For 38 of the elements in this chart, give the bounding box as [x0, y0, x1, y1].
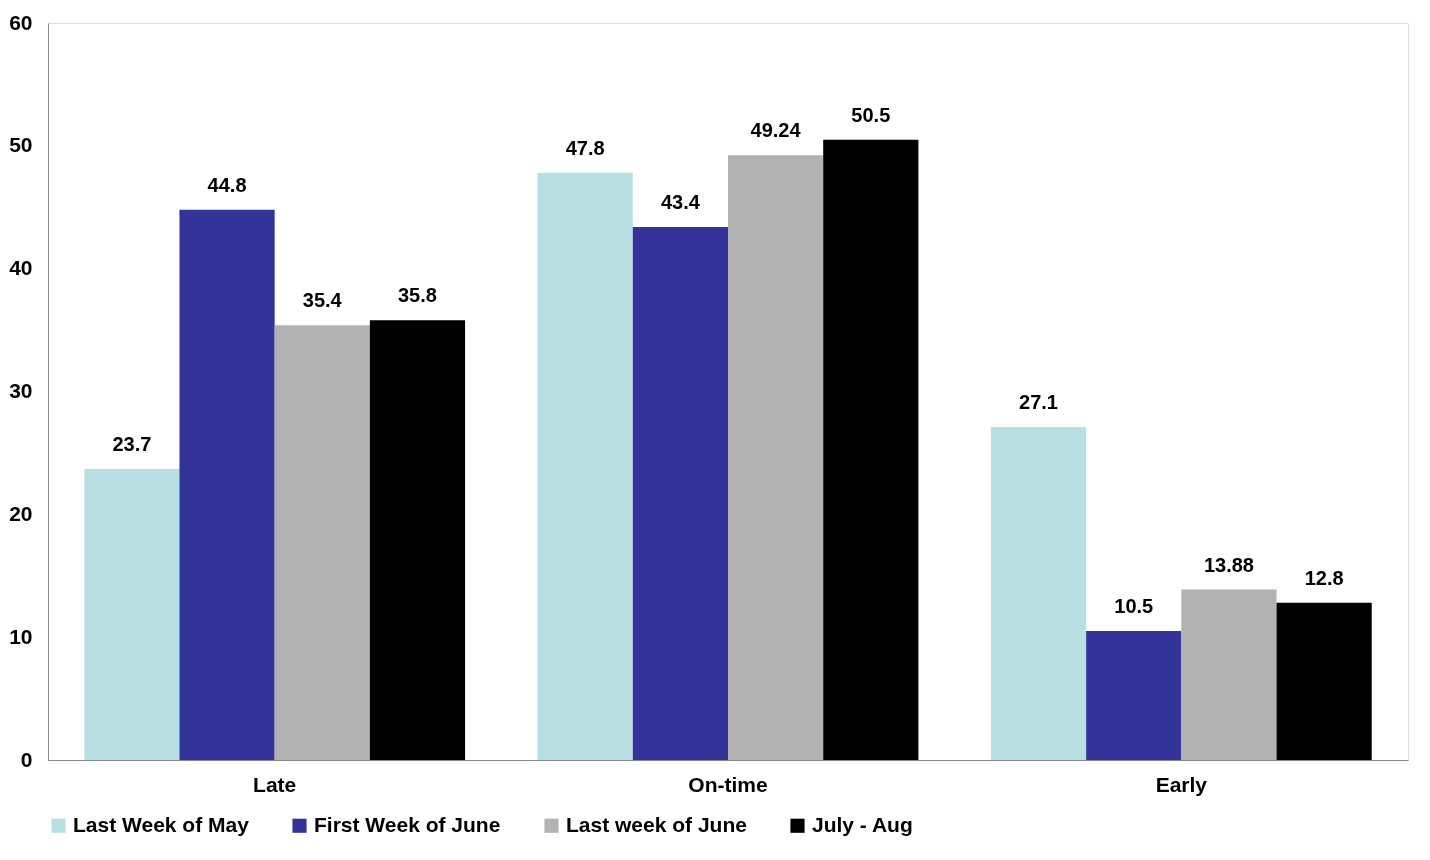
bar: [728, 155, 824, 760]
bar: [1181, 589, 1277, 760]
bar: [179, 209, 275, 760]
bar: [632, 226, 728, 760]
data-label: 12.8: [1304, 566, 1344, 589]
data-label: 43.4: [660, 190, 701, 213]
data-label: 13.88: [1203, 553, 1254, 576]
data-label: 35.4: [302, 289, 343, 312]
x-tick-label: Late: [253, 772, 297, 796]
bar: [274, 325, 370, 760]
legend-label: First Week of June: [314, 812, 501, 836]
bar: [1276, 602, 1372, 760]
y-tick-label: 0: [20, 747, 33, 771]
bar: [369, 320, 466, 760]
data-label: 10.5: [1114, 595, 1154, 618]
y-tick-label: 10: [9, 624, 33, 648]
y-tick-label: 30: [9, 379, 33, 402]
x-tick-label: On-time: [688, 772, 768, 796]
bar: [1086, 631, 1182, 760]
bar: [990, 427, 1087, 760]
legend-label: Last Week of May: [73, 812, 250, 836]
legend-label: July - Aug: [812, 812, 913, 836]
data-label: 47.8: [565, 136, 605, 159]
legend-label: Last week of June: [566, 812, 747, 836]
y-tick-label: 50: [9, 133, 33, 157]
y-tick-label: 60: [9, 10, 33, 34]
bar: [537, 172, 633, 760]
y-tick-label: 40: [9, 256, 33, 280]
x-tick-label: Early: [1155, 772, 1208, 796]
data-label: 49.24: [750, 119, 802, 142]
y-tick-label: 20: [9, 501, 33, 525]
bar: [823, 139, 919, 760]
data-label: 27.1: [1019, 391, 1058, 414]
data-label: 23.7: [112, 432, 152, 455]
data-label: 35.8: [398, 284, 437, 307]
data-label: 44.8: [207, 173, 247, 196]
bar: [84, 468, 180, 760]
data-label: 50.5: [851, 103, 891, 126]
